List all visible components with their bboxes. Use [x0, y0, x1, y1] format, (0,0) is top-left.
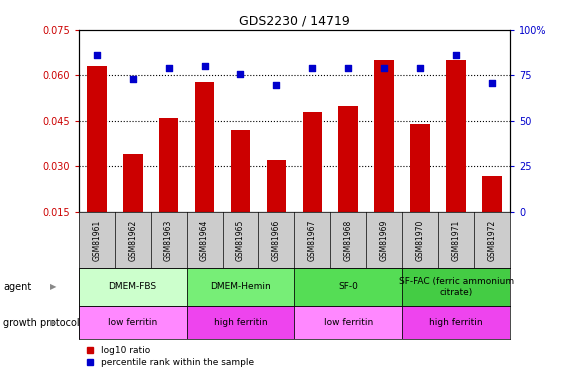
Legend: log10 ratio, percentile rank within the sample: log10 ratio, percentile rank within the … [83, 342, 258, 370]
Bar [266, 160, 286, 212]
Point [380, 65, 389, 71]
Bar [410, 124, 430, 212]
Text: GSM81964: GSM81964 [200, 219, 209, 261]
Point [92, 53, 101, 58]
Text: GSM81972: GSM81972 [487, 219, 497, 261]
Bar [195, 81, 215, 212]
Bar [231, 130, 250, 212]
Text: high ferritin: high ferritin [214, 318, 267, 327]
Text: growth protocol: growth protocol [3, 318, 79, 327]
Text: GSM81971: GSM81971 [452, 219, 461, 261]
Text: GSM81969: GSM81969 [380, 219, 389, 261]
Text: GSM81966: GSM81966 [272, 219, 281, 261]
Bar [87, 66, 107, 212]
Bar [402, 306, 510, 339]
Bar [123, 154, 142, 212]
Point [308, 65, 317, 71]
Bar [187, 268, 294, 306]
Text: low ferritin: low ferritin [324, 318, 373, 327]
Text: GSM81961: GSM81961 [92, 219, 101, 261]
Point [164, 65, 173, 71]
Point [236, 70, 245, 76]
Title: GDS2230 / 14719: GDS2230 / 14719 [239, 15, 350, 27]
Text: ▶: ▶ [50, 318, 57, 327]
Bar [79, 306, 187, 339]
Text: high ferritin: high ferritin [430, 318, 483, 327]
Bar [79, 268, 187, 306]
Point [451, 53, 461, 58]
Text: ▶: ▶ [50, 282, 57, 291]
Bar [159, 118, 178, 212]
Bar [294, 268, 402, 306]
Bar [374, 60, 394, 212]
Bar [303, 112, 322, 212]
Point [272, 82, 281, 88]
Bar [187, 306, 294, 339]
Bar [447, 60, 466, 212]
Text: GSM81965: GSM81965 [236, 219, 245, 261]
Point [128, 76, 138, 82]
Text: GSM81962: GSM81962 [128, 219, 137, 261]
Bar [402, 268, 510, 306]
Text: agent: agent [3, 282, 31, 292]
Bar [294, 306, 402, 339]
Bar [482, 176, 502, 212]
Text: GSM81963: GSM81963 [164, 219, 173, 261]
Text: DMEM-Hemin: DMEM-Hemin [210, 282, 271, 291]
Text: low ferritin: low ferritin [108, 318, 157, 327]
Text: GSM81970: GSM81970 [416, 219, 425, 261]
Text: DMEM-FBS: DMEM-FBS [108, 282, 157, 291]
Text: GSM81968: GSM81968 [344, 219, 353, 261]
Text: SF-0: SF-0 [338, 282, 359, 291]
Point [487, 80, 497, 86]
Text: SF-FAC (ferric ammonium
citrate): SF-FAC (ferric ammonium citrate) [399, 277, 514, 297]
Bar [339, 106, 358, 212]
Point [416, 65, 425, 71]
Text: GSM81967: GSM81967 [308, 219, 317, 261]
Point [344, 65, 353, 71]
Point [200, 63, 209, 69]
